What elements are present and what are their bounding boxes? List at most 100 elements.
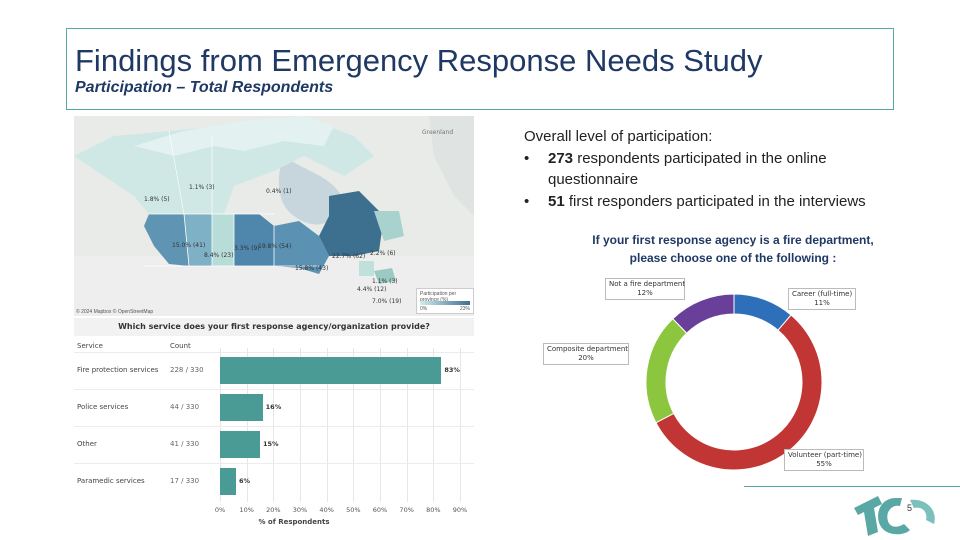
participation-map: Greenland 1.1% (3) 0.4% (1) 1.8% (5) 15.… (74, 116, 474, 316)
overall-participation: Overall level of participation: • 273 res… (524, 126, 944, 212)
donut-slice (645, 318, 688, 424)
bar-category-label: Police services (77, 403, 129, 411)
title-box: Findings from Emergency Response Needs S… (66, 28, 894, 110)
bar-value-label: 6% (239, 477, 251, 485)
map-label-nl: 2.2% (6) (370, 250, 396, 257)
map-label-sk: 3.3% (9) (234, 245, 260, 252)
province-borders (144, 213, 319, 267)
bar-x-tick: 20% (266, 506, 281, 514)
callout-not-fire-label: Not a fire department (609, 280, 686, 288)
legend-title: Participation per province (%) (420, 291, 457, 303)
bar-gridline (220, 348, 221, 502)
bar-x-tick: 70% (399, 506, 414, 514)
callout-career-value: 11% (814, 299, 830, 307)
map-label-bc: 8.4% (23) (204, 252, 234, 259)
col-head-count: Count (170, 342, 191, 350)
legend-gradient (420, 301, 470, 305)
bar-gridline (406, 348, 408, 502)
map-label-ab: 15.0% (41) (172, 242, 206, 249)
bar-x-tick: 60% (372, 506, 388, 514)
bar-value-label: 16% (265, 403, 282, 411)
bar-gridline (326, 348, 328, 502)
bar-value-label: 83% (444, 366, 460, 374)
province-on (274, 221, 329, 274)
province-nb (359, 261, 374, 276)
bar-x-tick: 30% (292, 506, 308, 514)
map-label-nu: 0.4% (1) (266, 188, 292, 195)
overall-heading: Overall level of participation: (524, 128, 713, 145)
bar-x-tick: 80% (426, 506, 441, 514)
bar-gridline (380, 348, 381, 502)
hudson-bay (278, 156, 344, 225)
map-label-nb: 4.4% (12) (357, 286, 387, 293)
bar-gridline (300, 348, 301, 502)
bar (220, 357, 442, 384)
callout-volunteer-label: Volunteer (part-time) (788, 451, 862, 459)
service-bar-chart: Which service does your first response a… (74, 318, 474, 530)
bar-value-label: 15% (263, 440, 279, 448)
row-separator (74, 463, 474, 464)
map-label-on: 15.8% (43) (295, 265, 329, 272)
bullet-1-text: respondents participated in the online (573, 149, 827, 167)
callout-career: Career (full-time) 11% (788, 288, 856, 310)
bar-gridline (273, 348, 275, 502)
overall-bullet-2: • 51 first responders participated in the… (524, 191, 944, 213)
donut-slice (655, 314, 823, 471)
callout-volunteer: Volunteer (part-time) 55% (784, 449, 864, 471)
callout-composite-value: 20% (578, 354, 594, 362)
territory-borders (168, 130, 213, 215)
bar-x-tick: 90% (452, 506, 468, 514)
bar-gridline (353, 348, 355, 502)
slide-subtitle: Participation – Total Respondents (75, 79, 334, 96)
callout-volunteer-value: 55% (816, 460, 832, 468)
bar-count-label: 41 / 330 (170, 440, 200, 448)
donut-title: If your first response agency is a fire … (540, 231, 926, 267)
province-qc (319, 191, 384, 256)
map-label-yt: 1.1% (3) (189, 184, 215, 191)
bar-x-tick: 50% (346, 506, 361, 514)
map-label-greenland: Greenland (422, 129, 454, 136)
bullet-mark: • (524, 149, 530, 167)
callout-not-fire: Not a fire department 12% (605, 278, 685, 300)
col-head-service: Service (77, 342, 103, 350)
map-label-ns: 7.0% (19) (372, 298, 402, 305)
page-number: 5 (907, 503, 913, 513)
footer-line (744, 486, 960, 487)
row-separator (74, 389, 474, 390)
map-label-mb: 19.8% (54) (258, 243, 292, 250)
organization-logo-icon (854, 496, 935, 536)
overall-bullet-1: • 273 respondents participated in the onl… (524, 148, 944, 170)
bar-count-label: 228 / 330 (170, 366, 204, 374)
arctic-islands (134, 116, 334, 156)
bar (220, 468, 236, 495)
bar (220, 394, 263, 421)
bar-gridline (460, 348, 461, 502)
province-nl (374, 211, 404, 241)
bullet-2-text: first responders participated in the int… (564, 192, 866, 210)
province-sk (212, 214, 234, 266)
map-legend: Participation per province (%) 0% 23% (416, 288, 474, 314)
province-mb (234, 214, 274, 266)
bullet-mark: • (524, 192, 530, 210)
slide-title: Findings from Emergency Response Needs S… (75, 43, 763, 78)
map-credit: © 2024 Mapbox © OpenStreetMap (76, 309, 154, 315)
bar-chart-title: Which service does your first response a… (74, 318, 474, 336)
bar-count-label: 17 / 330 (170, 477, 200, 485)
bar-category-label: Fire protection services (77, 366, 159, 374)
donut-title-line-2: please choose one of the following : (629, 251, 837, 265)
overall-bullet-1-cont: questionnaire (548, 171, 639, 188)
bar-gridline (433, 348, 435, 502)
donut-slice (672, 293, 735, 334)
callout-career-label: Career (full-time) (792, 290, 853, 298)
donut-title-line-1: If your first response agency is a fire … (592, 233, 874, 247)
bar-gridline (246, 348, 248, 502)
legend-min: 0% (420, 306, 428, 312)
province-ab (184, 214, 212, 266)
greenland-land (429, 116, 474, 216)
callout-not-fire-value: 12% (637, 289, 653, 297)
province-ns (374, 268, 396, 284)
bar-category-label: Paramedic services (77, 477, 145, 485)
callout-composite: Composite department 20% (543, 343, 629, 365)
fire-dept-donut-chart (645, 293, 823, 471)
bar-x-tick: 0% (214, 506, 226, 514)
